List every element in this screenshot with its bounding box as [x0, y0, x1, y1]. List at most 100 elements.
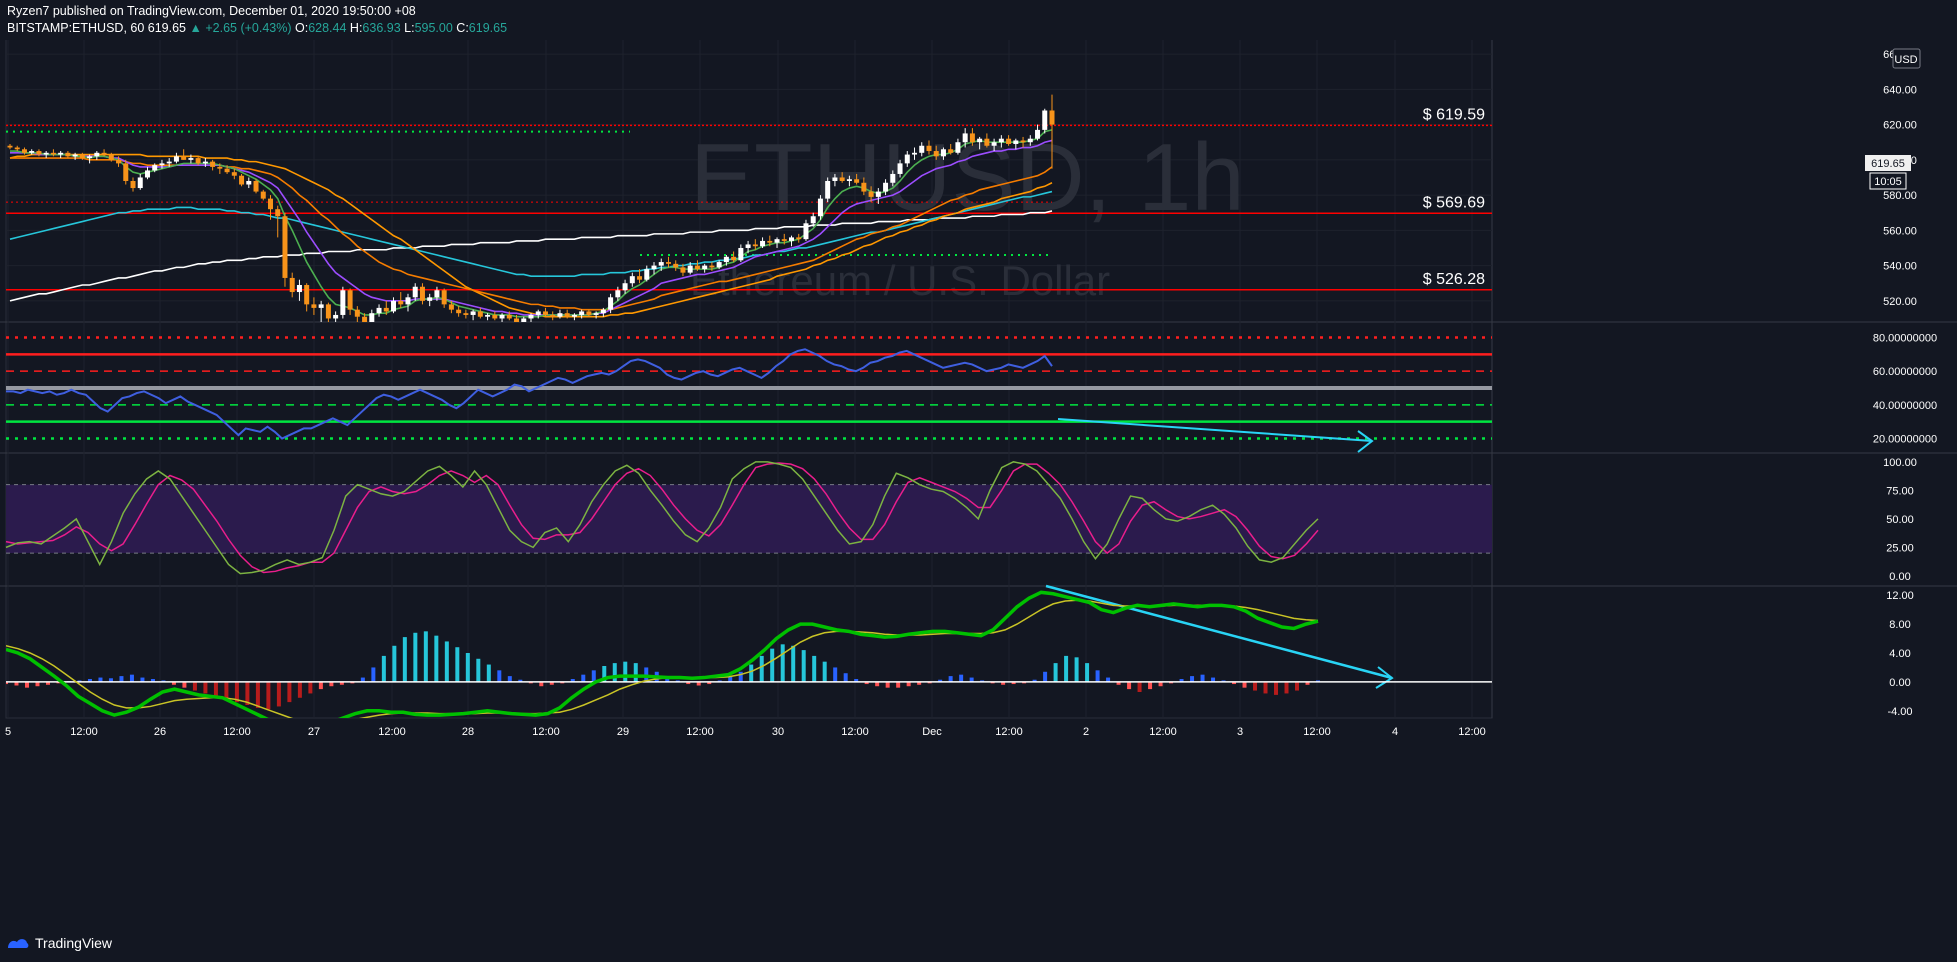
- stoch-tick-label: 75.00: [1886, 485, 1914, 497]
- time-tick-label: 12:00: [995, 726, 1023, 738]
- price-tag-value: 619.65: [1871, 158, 1905, 170]
- candle-body: [644, 269, 650, 280]
- stoch-k-line: [5, 461, 1319, 575]
- macd-histogram-bar: [150, 679, 155, 682]
- macd-histogram-bar: [392, 645, 397, 682]
- macd-histogram-bar: [423, 631, 428, 682]
- rsi-divergence-trendline: [1057, 418, 1373, 442]
- high-label: H:: [349, 21, 363, 35]
- candle-body: [817, 198, 823, 217]
- macd-histogram-bar: [98, 677, 103, 682]
- countdown-value: 10:05: [1874, 176, 1902, 188]
- candle-body: [745, 244, 751, 248]
- candle-body: [217, 166, 223, 169]
- arrow-icon: [1375, 666, 1394, 689]
- time-tick-label: 12:00: [378, 726, 406, 738]
- rsi-tick-label: 20.00000000: [1873, 434, 1937, 446]
- macd-tick-label: 0.00: [1889, 677, 1910, 689]
- macd-histogram-bar: [885, 681, 890, 688]
- tradingview-footer[interactable]: TradingView: [7, 935, 112, 951]
- candle-body: [246, 181, 252, 185]
- macd-histogram-bar: [476, 658, 481, 682]
- macd-histogram-bar: [371, 667, 376, 682]
- time-tick-label: 12:00: [686, 726, 714, 738]
- candle-body: [434, 290, 440, 298]
- low-label: L:: [404, 21, 415, 35]
- candle-body: [137, 177, 143, 189]
- candle-body: [709, 265, 715, 268]
- macd-histogram-bar: [1158, 681, 1163, 687]
- candle-body: [868, 191, 874, 197]
- price-tag-box: [1865, 155, 1911, 171]
- time-tick-label: 12:00: [1149, 726, 1177, 738]
- macd-histogram-bar: [749, 664, 754, 682]
- candle-body: [550, 314, 556, 317]
- time-tick-label: 26: [154, 726, 166, 738]
- candle-body: [231, 172, 237, 176]
- candle-body: [803, 223, 809, 240]
- candle-body: [318, 304, 324, 308]
- candle-body: [984, 138, 990, 146]
- macd-histogram-bar: [812, 655, 817, 682]
- candle-body: [485, 314, 491, 317]
- candle-body: [1049, 110, 1055, 125]
- candle-body: [767, 240, 773, 243]
- candle-body: [738, 247, 744, 261]
- macd-histogram-bar: [1095, 670, 1100, 682]
- candle-body: [586, 311, 592, 315]
- macd-histogram-bar: [287, 681, 292, 703]
- rsi-pane: [6, 336, 1492, 453]
- macd-histogram-bar: [948, 676, 953, 682]
- stoch-rsi-pane: [5, 461, 1492, 689]
- currency-badge[interactable]: [1892, 48, 1921, 69]
- time-tick-label: 12:00: [70, 726, 98, 738]
- candle-body: [557, 313, 563, 317]
- candle-body: [14, 147, 20, 150]
- candle-body: [991, 142, 997, 146]
- price-change: ▲ +2.65 (+0.43%): [189, 21, 292, 35]
- stoch-tick-label: 0.00: [1889, 571, 1910, 583]
- candle-body: [1006, 138, 1012, 144]
- time-tick-label: 12:00: [1303, 726, 1331, 738]
- last-price: 619.65: [147, 21, 187, 35]
- candle-body: [940, 149, 946, 157]
- candle-body: [340, 290, 346, 315]
- macd-histogram-bar: [182, 681, 187, 688]
- high-value: 636.93: [362, 21, 401, 35]
- candle-body: [224, 168, 230, 173]
- candle-body: [181, 156, 187, 160]
- trading-chart[interactable]: ETHUSD, 1h Ethereum / U.S. Dollar 5 12:00…: [0, 40, 1957, 930]
- candle-body: [883, 182, 889, 192]
- macd-histogram-bar: [738, 671, 743, 682]
- candle-body: [955, 142, 961, 153]
- candle-body: [1042, 110, 1048, 130]
- macd-histogram-bar: [1148, 681, 1153, 690]
- time-tick-label: Dec: [922, 726, 942, 738]
- candle-body: [564, 313, 570, 317]
- time-tick-label: 27: [308, 726, 320, 738]
- candle-body: [998, 138, 1004, 143]
- stoch-tick-label: 100.00: [1883, 457, 1917, 469]
- arrow-icon: [1357, 430, 1374, 453]
- macd-histogram-bar: [1085, 663, 1090, 682]
- macd-histogram-bar: [770, 648, 775, 682]
- candle-body: [239, 175, 245, 185]
- candle-body: [731, 256, 737, 261]
- macd-histogram-bar: [917, 681, 922, 685]
- candle-body: [890, 173, 896, 183]
- candle-body: [861, 182, 867, 192]
- rsi-tick-label: 60.00000000: [1873, 366, 1937, 378]
- macd-histogram-bar: [780, 644, 785, 682]
- candle-body: [1027, 138, 1033, 143]
- macd-histogram-bar: [539, 681, 544, 687]
- macd-histogram-bar: [822, 661, 827, 682]
- macd-histogram-bar: [455, 647, 460, 682]
- stoch-d-line: [5, 462, 1319, 574]
- macd-signal-line: [6, 599, 1319, 718]
- candle-body: [50, 152, 56, 155]
- macd-histogram-bar: [87, 679, 92, 682]
- candle-body: [166, 161, 172, 164]
- candle-body: [333, 314, 339, 319]
- macd-tick-label: 4.00: [1889, 648, 1910, 660]
- candle-body: [948, 149, 954, 153]
